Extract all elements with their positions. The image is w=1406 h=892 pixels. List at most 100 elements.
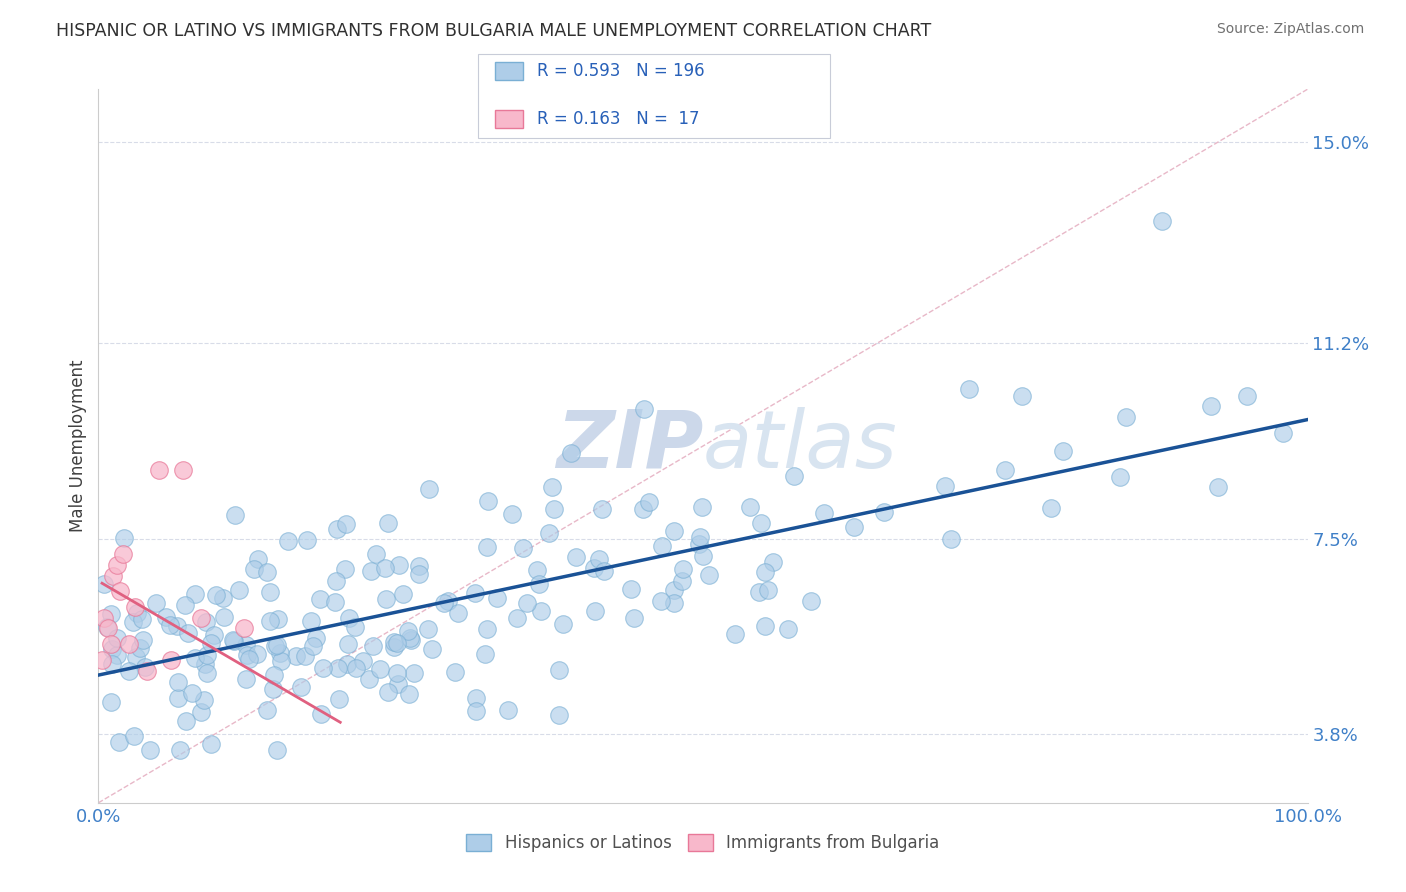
Point xyxy=(1152,214,1174,228)
Point xyxy=(200,636,222,650)
Point xyxy=(662,524,685,538)
Point xyxy=(551,616,574,631)
Point xyxy=(582,560,605,574)
Point xyxy=(256,703,278,717)
Point xyxy=(593,564,616,578)
Point xyxy=(194,657,217,671)
Point xyxy=(690,500,713,514)
Point xyxy=(129,640,152,655)
Point xyxy=(211,591,233,605)
Point xyxy=(873,505,896,519)
Point xyxy=(776,623,799,637)
Point xyxy=(385,666,408,681)
Point xyxy=(548,708,571,723)
Point xyxy=(530,604,553,618)
Point xyxy=(1039,501,1062,516)
Point xyxy=(692,549,714,563)
Point xyxy=(366,547,388,561)
Point xyxy=(939,533,962,547)
Point xyxy=(548,663,571,677)
Point xyxy=(108,584,131,599)
Point xyxy=(738,500,761,515)
Point xyxy=(399,631,422,645)
Point xyxy=(266,638,288,652)
Point xyxy=(91,653,114,667)
Point xyxy=(118,637,141,651)
Point xyxy=(285,648,308,663)
Point xyxy=(399,633,422,648)
Point xyxy=(465,690,488,705)
Point xyxy=(195,665,218,680)
Point xyxy=(1108,470,1130,484)
Point xyxy=(388,558,411,573)
Point xyxy=(266,612,288,626)
Point xyxy=(263,639,285,653)
Point xyxy=(302,639,325,653)
Point xyxy=(294,649,316,664)
Point xyxy=(560,446,582,460)
Point xyxy=(464,586,486,600)
Point xyxy=(638,495,661,509)
Point xyxy=(134,659,156,673)
Point xyxy=(93,611,115,625)
Point xyxy=(418,482,440,496)
Point xyxy=(100,642,122,657)
Point xyxy=(124,600,146,615)
Point xyxy=(155,610,177,624)
Point xyxy=(486,591,509,605)
Point xyxy=(1236,389,1258,403)
Point xyxy=(224,508,246,523)
Point xyxy=(374,561,396,575)
Point xyxy=(464,704,486,718)
Point xyxy=(259,615,281,629)
Point xyxy=(343,620,366,634)
Point xyxy=(377,685,399,699)
Point xyxy=(329,812,352,826)
Point xyxy=(477,494,499,508)
Point xyxy=(246,647,269,661)
Point xyxy=(651,539,673,553)
Point xyxy=(437,593,460,607)
Point xyxy=(295,533,318,547)
Point xyxy=(396,624,419,638)
Point xyxy=(312,661,335,675)
Point xyxy=(195,648,218,662)
Point xyxy=(105,558,128,572)
Point xyxy=(501,508,523,522)
Point xyxy=(1272,425,1295,440)
Point xyxy=(512,541,534,556)
Point xyxy=(235,672,257,686)
Point xyxy=(754,619,776,633)
Point xyxy=(336,657,359,671)
Text: atlas: atlas xyxy=(703,407,898,485)
Point xyxy=(301,614,323,628)
Point xyxy=(543,502,565,516)
Point xyxy=(309,707,332,722)
Point xyxy=(235,638,257,652)
Point xyxy=(540,480,562,494)
Point xyxy=(352,654,374,668)
Point xyxy=(813,506,835,520)
Point xyxy=(957,382,980,396)
Point xyxy=(132,633,155,648)
Point xyxy=(1199,400,1222,414)
Point xyxy=(159,617,181,632)
Point xyxy=(266,743,288,757)
Point xyxy=(232,621,254,635)
Text: HISPANIC OR LATINO VS IMMIGRANTS FROM BULGARIA MALE UNEMPLOYMENT CORRELATION CHA: HISPANIC OR LATINO VS IMMIGRANTS FROM BU… xyxy=(56,22,932,40)
Point xyxy=(620,582,643,596)
Point xyxy=(756,582,779,597)
Point xyxy=(688,537,710,551)
Point xyxy=(184,587,207,601)
Point xyxy=(323,595,346,609)
Point xyxy=(360,564,382,578)
Point xyxy=(169,743,191,757)
Text: ZIP: ZIP xyxy=(555,407,703,485)
Point xyxy=(148,463,170,477)
Point xyxy=(243,562,266,576)
Text: R = 0.593   N = 196: R = 0.593 N = 196 xyxy=(537,62,704,80)
Point xyxy=(754,566,776,580)
Point xyxy=(246,551,269,566)
Point xyxy=(671,574,693,588)
Point xyxy=(1011,389,1033,403)
